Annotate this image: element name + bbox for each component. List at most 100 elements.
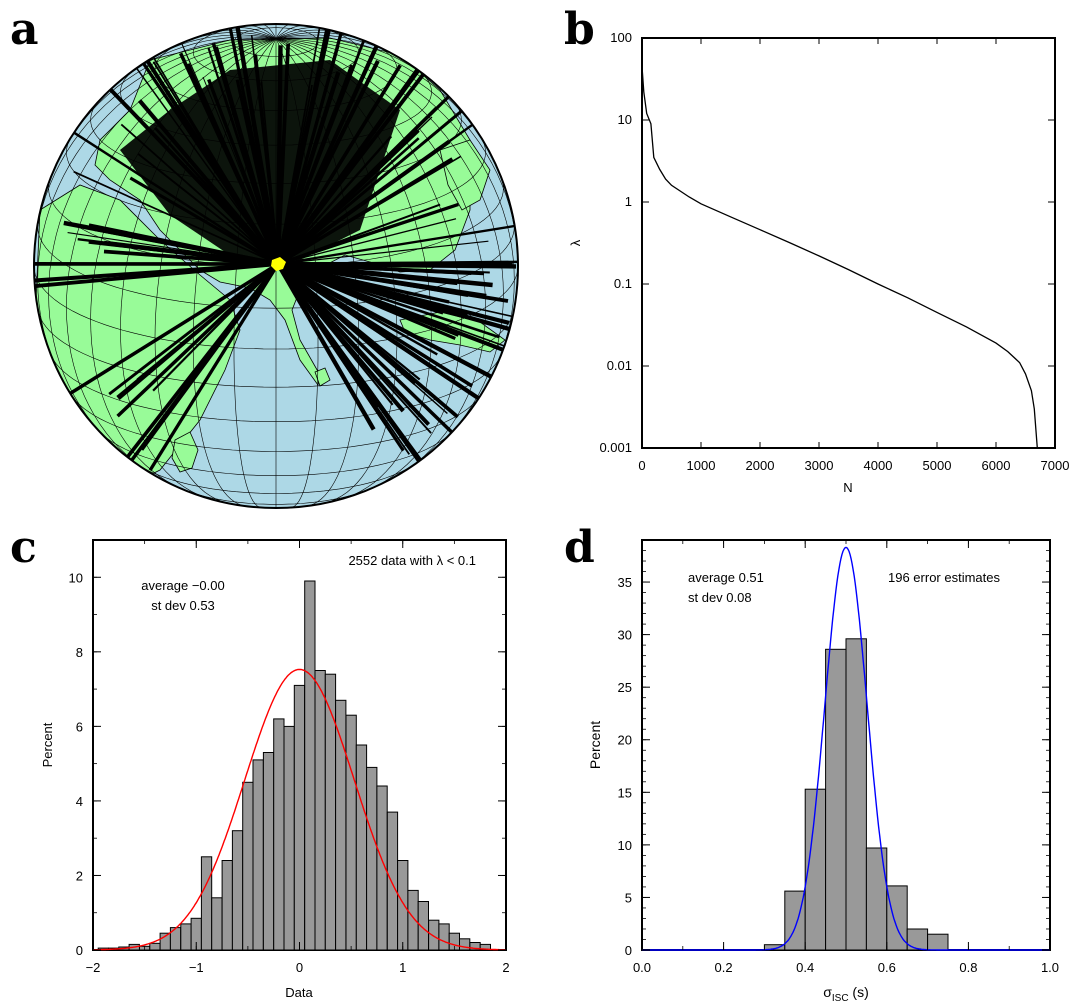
histogram-bar (293, 684, 306, 951)
histogram-bars (763, 638, 949, 951)
x-tick-label: 3000 (805, 458, 834, 473)
gaussian-fit-curve (93, 668, 506, 951)
y-tick-label: 4 (76, 794, 83, 809)
panel-label-a: a (10, 4, 39, 55)
y-tick-label: 5 (625, 890, 632, 905)
histogram-bar (397, 860, 409, 951)
panel-label-d: d (564, 522, 595, 573)
y-tick-label: 10 (69, 570, 83, 585)
x-tick-label: 2000 (746, 458, 775, 473)
histogram-bars (97, 580, 492, 951)
histogram-bar (355, 744, 368, 951)
y-tick-label: 6 (76, 719, 83, 734)
y-tick-label: 100 (610, 30, 632, 45)
histogram-bar (906, 928, 929, 951)
histogram-bar (262, 752, 275, 951)
histogram-bar (252, 759, 264, 951)
y-tick-label: 10 (618, 838, 632, 853)
x-tick-label: 4000 (864, 458, 893, 473)
x-tick-label: 0.2 (715, 960, 733, 975)
y-tick-label: 35 (618, 575, 632, 590)
data-count-annotation: 2552 data with λ < 0.1 (348, 553, 476, 568)
axis-ticks: −2 −1 0 1 2 0 2 4 6 8 10 (69, 539, 510, 975)
x-tick-label: 0.6 (878, 960, 896, 975)
histogram-bar (231, 830, 244, 951)
ray-path (277, 263, 448, 415)
histogram-bar (283, 725, 295, 951)
histogram-bar (407, 889, 419, 951)
histogram-bar (211, 897, 223, 951)
graticule-meridian (275, 24, 290, 39)
plot-frame (641, 37, 1056, 449)
y-tick-label: 20 (618, 733, 632, 748)
histogram-c-panel: −2 −1 0 1 2 0 2 4 6 8 10 2552 data with λ < 0.1 av… (40, 539, 510, 1000)
graticule-meridian (262, 24, 277, 39)
ray-path (276, 262, 493, 409)
ray-path (34, 262, 279, 290)
x-tick-label: 0 (296, 960, 303, 975)
ray-path (276, 262, 431, 426)
histogram-bar (200, 856, 213, 951)
ray-path (277, 240, 489, 265)
x-tick-label: 0.0 (633, 960, 651, 975)
histogram-bar (845, 638, 867, 951)
x-tick-label: 5000 (923, 458, 952, 473)
histogram-bar (242, 781, 254, 951)
ray-path (277, 263, 469, 297)
ray-path (148, 263, 280, 472)
histogram-bar (428, 919, 440, 951)
ray-path (136, 263, 279, 380)
histogram-bar (459, 938, 471, 951)
x-axis-title-main: σ (823, 984, 832, 1000)
ray-path (140, 262, 280, 451)
ray-path (64, 262, 279, 399)
eigenvalue-curve (641, 66, 1038, 449)
histogram-bar (366, 766, 378, 951)
x-tick-label: 6000 (982, 458, 1011, 473)
histogram-bar (149, 942, 161, 951)
graticule-meridian (37, 38, 277, 372)
stdev-annotation: st dev 0.53 (151, 598, 215, 613)
y-tick-label: 0.1 (614, 276, 632, 291)
panel-label-c: c (10, 522, 37, 573)
x-tick-label: 7000 (1041, 458, 1070, 473)
graticule-meridian (275, 38, 504, 440)
ray-path (276, 262, 514, 390)
y-axis-title: Percent (40, 722, 55, 767)
x-tick-label: 2 (502, 960, 509, 975)
panel-label-b: b (564, 4, 595, 55)
x-axis-title-subscript: ISC (832, 993, 849, 1002)
ray-path (152, 263, 279, 392)
y-tick-label: 0.01 (607, 358, 632, 373)
land-east-asia (439, 139, 491, 211)
histogram-bar (273, 718, 285, 951)
x-tick-label: 0.8 (959, 960, 977, 975)
y-tick-label: 1 (625, 194, 632, 209)
x-tick-label: 0 (638, 458, 645, 473)
y-tick-label: 25 (618, 680, 632, 695)
x-axis-title: σISC (s) (823, 984, 869, 1002)
gaussian-fit-curve (642, 546, 1050, 951)
average-annotation: average −0.00 (141, 578, 224, 593)
x-axis-title: Data (285, 985, 313, 1000)
y-tick-label: 0 (625, 943, 632, 958)
ray-path (277, 220, 518, 266)
ray-path (276, 263, 392, 433)
y-tick-label: 15 (618, 785, 632, 800)
histogram-bar (886, 885, 908, 951)
axis-ticks: 0.0 0.2 0.4 0.6 0.8 1.0 0 5 10 15 20 25 30 35 (618, 539, 1059, 975)
globe-outline (33, 23, 519, 509)
stdev-annotation: st dev 0.08 (688, 590, 752, 605)
x-tick-label: −1 (189, 960, 204, 975)
graticule-meridian (275, 38, 486, 470)
histogram-bar (304, 580, 316, 951)
ray-path (277, 263, 379, 408)
land-island-india-south (314, 367, 331, 387)
graticule-meridian (275, 38, 515, 372)
histogram-bar (825, 648, 847, 951)
ray-path (276, 262, 376, 431)
y-tick-label: 30 (618, 628, 632, 643)
histogram-bar (438, 923, 450, 951)
y-axis-title: Percent (587, 721, 603, 769)
y-tick-label: 8 (76, 645, 83, 660)
